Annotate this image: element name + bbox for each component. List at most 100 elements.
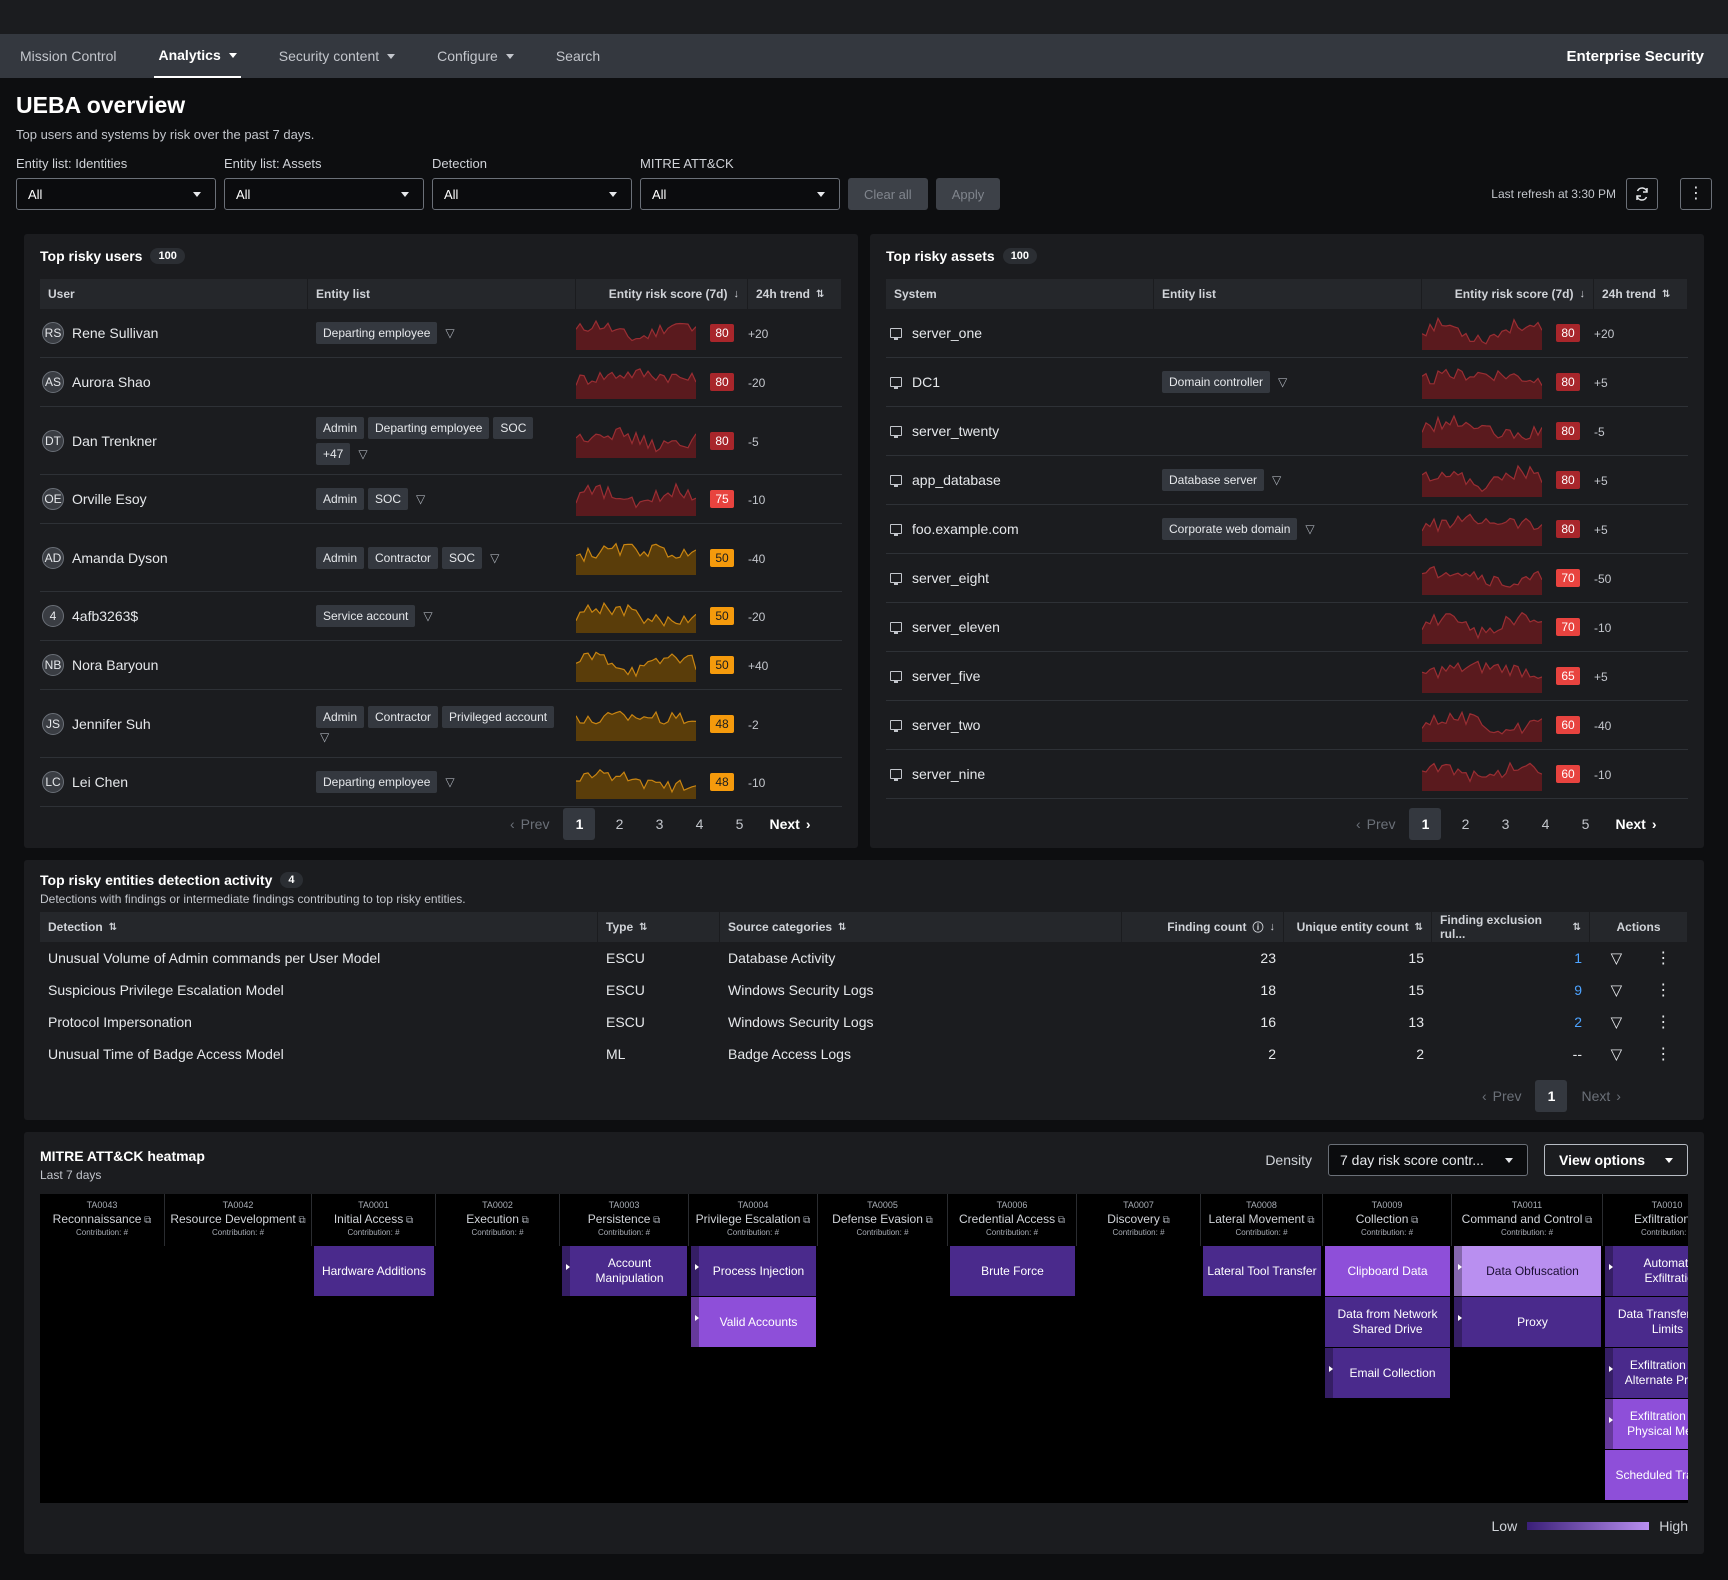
detections-col-header[interactable]: Finding exclusion rul... ⇅	[1432, 912, 1590, 942]
entity-tag[interactable]: Database server	[1162, 469, 1265, 491]
filter-icon[interactable]: ▽	[1278, 375, 1288, 389]
detection-row[interactable]: Suspicious Privilege Escalation Model ESC…	[40, 974, 1688, 1006]
technique-cell[interactable]: Automated Exfiltration	[1605, 1246, 1688, 1296]
entity-tag[interactable]: Admin	[316, 546, 365, 569]
user-name[interactable]: Lei Chen	[72, 774, 129, 790]
tactic-header[interactable]: TA0004 Privilege Escalation ⧉ Contribution…	[689, 1194, 818, 1246]
system-name[interactable]: foo.example.com	[912, 521, 1019, 537]
tactic-header[interactable]: TA0003 Persistence ⧉ Contribution: #	[560, 1194, 689, 1246]
clear-all-button[interactable]: Clear all	[848, 178, 928, 210]
expand-triangle-icon[interactable]	[695, 1264, 699, 1270]
detection-row[interactable]: Unusual Time of Badge Access Model ML Badg…	[40, 1038, 1688, 1070]
user-row[interactable]: OE Orville Esoy Admin SOC ▽ 75 -10	[40, 475, 842, 524]
technique-cell[interactable]: Email Collection	[1325, 1348, 1450, 1398]
entity-tag[interactable]: SOC	[442, 546, 483, 569]
user-name[interactable]: Aurora Shao	[72, 374, 151, 390]
tactic-header[interactable]: TA0009 Collection ⧉ Contribution: #	[1323, 1194, 1452, 1246]
next-page-button[interactable]: Next ›	[1605, 816, 1666, 832]
entity-tag[interactable]: Corporate web domain	[1162, 518, 1298, 540]
page-button[interactable]: 5	[735, 816, 744, 832]
refresh-button[interactable]	[1626, 178, 1658, 210]
user-name[interactable]: Orville Esoy	[72, 491, 147, 507]
system-name[interactable]: DC1	[912, 374, 941, 390]
technique-cell[interactable]: Data from Network Shared Drive	[1325, 1297, 1450, 1347]
entity-tag[interactable]: SOC	[368, 488, 409, 510]
user-name[interactable]: Nora Baryoun	[72, 657, 159, 673]
expand-triangle-icon[interactable]	[1458, 1315, 1462, 1321]
entity-tag[interactable]: Admin	[316, 705, 365, 728]
system-name[interactable]: server_twenty	[912, 423, 1000, 439]
detections-col-header[interactable]: Source categories ⇅	[720, 912, 1122, 942]
user-name[interactable]: Amanda Dyson	[72, 549, 168, 566]
kebab-icon[interactable]: ⋮	[1655, 982, 1672, 999]
filter-icon[interactable]: ▽	[1272, 473, 1282, 487]
filter-icon[interactable]: ▽	[1610, 950, 1623, 967]
user-row[interactable]: AD Amanda Dyson Admin Contractor SOC ▽ 50 -40	[40, 524, 842, 592]
filter-icon[interactable]: ▽	[320, 729, 330, 744]
next-page-button[interactable]: Next ›	[759, 816, 820, 832]
nav-item-search[interactable]: Search	[552, 34, 604, 78]
entity-tag[interactable]: Contractor	[368, 705, 439, 728]
filter-select[interactable]: All	[224, 178, 424, 210]
filter-icon[interactable]: ▽	[423, 609, 433, 623]
user-name[interactable]: Jennifer Suh	[72, 715, 151, 732]
user-row[interactable]: LC Lei Chen Departing employee ▽ 48 -10	[40, 758, 842, 807]
filter-icon[interactable]: ▽	[416, 492, 426, 506]
technique-cell[interactable]: Data Transfer Size Limits	[1605, 1297, 1688, 1347]
tactic-header[interactable]: TA0006 Credential Access ⧉ Contribution: #	[948, 1194, 1077, 1246]
page-button[interactable]: 1	[563, 808, 596, 840]
technique-cell[interactable]: Lateral Tool Transfer	[1203, 1246, 1321, 1296]
system-name[interactable]: server_nine	[912, 766, 986, 782]
user-row[interactable]: NB Nora Baryoun 50 +40	[40, 641, 842, 690]
page-button[interactable]: 2	[615, 816, 624, 832]
expand-triangle-icon[interactable]	[1609, 1264, 1613, 1270]
kebab-icon[interactable]: ⋮	[1655, 1014, 1672, 1031]
expand-triangle-icon[interactable]	[1458, 1264, 1462, 1270]
system-name[interactable]: app_database	[912, 472, 1001, 488]
entity-tag[interactable]: Admin	[316, 416, 365, 439]
filter-icon[interactable]: ▽	[1610, 982, 1623, 999]
technique-cell[interactable]: Account Manipulation	[562, 1246, 687, 1296]
technique-cell[interactable]: Valid Accounts	[691, 1297, 816, 1347]
technique-cell[interactable]: Scheduled Transfer	[1605, 1450, 1688, 1500]
technique-cell[interactable]: Proxy	[1454, 1297, 1601, 1347]
asset-row[interactable]: server_two 60 -40	[886, 701, 1688, 750]
filter-icon[interactable]: ▽	[1305, 522, 1315, 536]
entity-tag[interactable]: Domain controller	[1162, 371, 1271, 393]
user-row[interactable]: AS Aurora Shao 80 -20	[40, 358, 842, 407]
expand-triangle-icon[interactable]	[1609, 1417, 1613, 1423]
page-button[interactable]: 3	[655, 816, 664, 832]
detections-col-header[interactable]: Detection ⇅	[40, 912, 598, 942]
detections-col-header[interactable]: Unique entity count ⇅	[1284, 912, 1432, 942]
expand-triangle-icon[interactable]	[566, 1264, 570, 1270]
user-row[interactable]: JS Jennifer Suh Admin Contractor Privileged …	[40, 690, 842, 758]
assets-col-header[interactable]: Entity risk score (7d) ↓	[1422, 279, 1594, 309]
entity-tag[interactable]: Service account	[316, 605, 416, 627]
detection-row[interactable]: Protocol Impersonation ESCU Windows Securi…	[40, 1006, 1688, 1038]
prev-page-button[interactable]: ‹ Prev	[1472, 1088, 1531, 1104]
entity-tag[interactable]: Departing employee	[368, 416, 490, 439]
system-name[interactable]: server_five	[912, 668, 981, 684]
tactic-header[interactable]: TA0008 Lateral Movement ⧉ Contribution: #	[1201, 1194, 1323, 1246]
nav-item-mission-control[interactable]: Mission Control	[16, 34, 120, 78]
system-name[interactable]: server_one	[912, 325, 983, 341]
next-page-button[interactable]: Next ›	[1571, 1088, 1630, 1104]
nav-item-security-content[interactable]: Security content	[275, 34, 399, 78]
expand-triangle-icon[interactable]	[695, 1315, 699, 1321]
technique-cell[interactable]: Hardware Additions	[314, 1246, 434, 1296]
kebab-icon[interactable]: ⋮	[1655, 1046, 1672, 1063]
users-col-header[interactable]: 24h trend ⇅	[748, 279, 842, 309]
technique-cell[interactable]: Brute Force	[950, 1246, 1075, 1296]
entity-tag[interactable]: Admin	[316, 488, 365, 510]
expand-triangle-icon[interactable]	[1329, 1366, 1333, 1372]
page-button[interactable]: 4	[695, 816, 704, 832]
filter-icon[interactable]: ▽	[445, 775, 455, 789]
tactic-header[interactable]: TA0010 Exfiltration ⧉ Contribution: #	[1603, 1194, 1688, 1246]
asset-row[interactable]: foo.example.com Corporate web domain ▽ 80 +5	[886, 505, 1688, 554]
asset-row[interactable]: server_one 80 +20	[886, 309, 1688, 358]
filter-icon[interactable]: ▽	[445, 326, 455, 340]
nav-item-analytics[interactable]: Analytics	[154, 34, 241, 78]
filter-select[interactable]: All	[432, 178, 632, 210]
filter-icon[interactable]: ▽	[490, 550, 500, 565]
filter-icon[interactable]: ▽	[1610, 1046, 1623, 1063]
